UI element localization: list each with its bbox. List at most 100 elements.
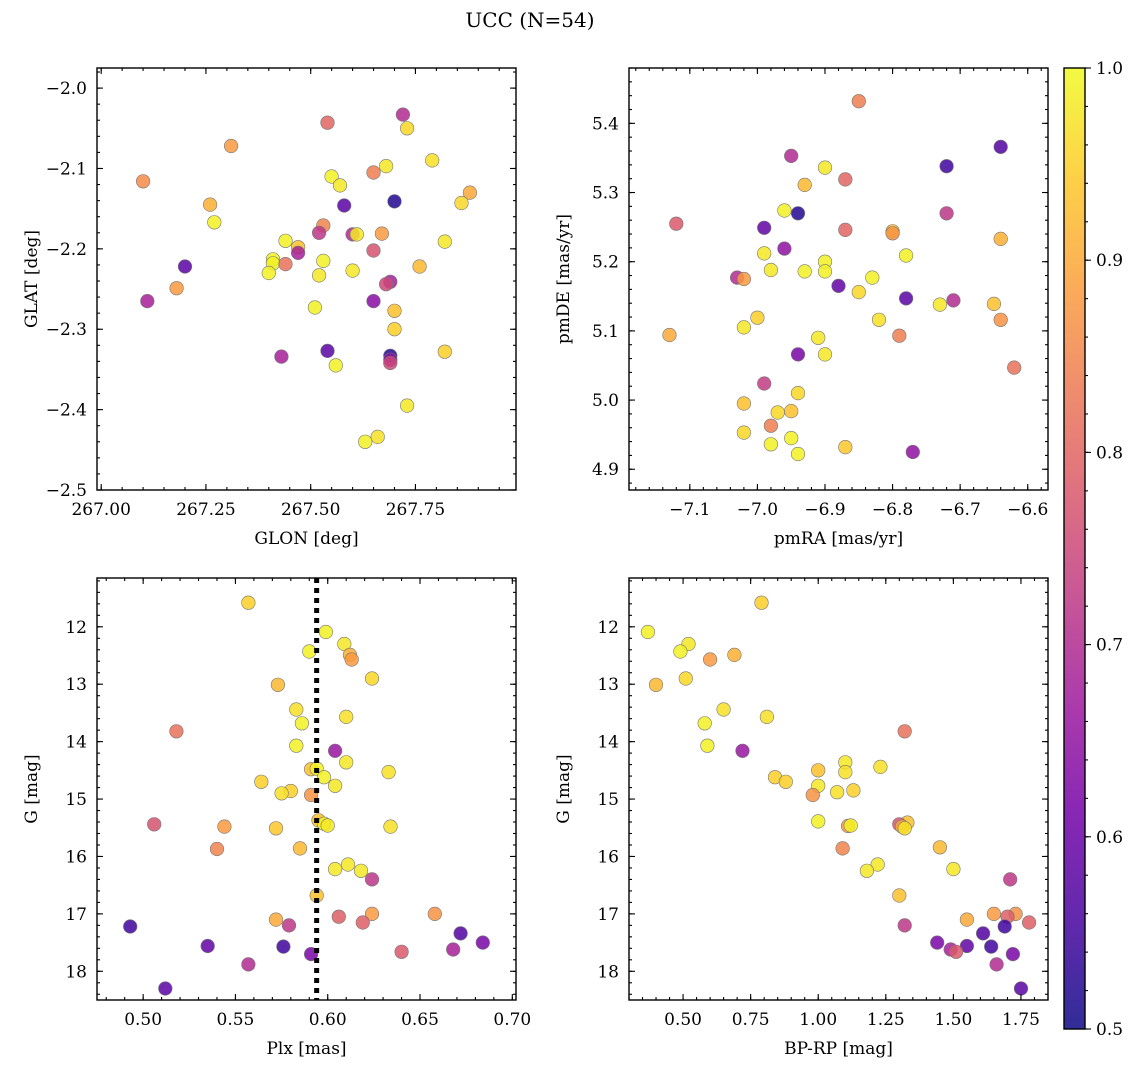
data-point (217, 819, 232, 834)
data-point (344, 652, 359, 667)
colorbar-tick-label: 0.7 (1096, 636, 1123, 656)
data-point (320, 115, 335, 130)
data-point (316, 253, 331, 268)
y-tick-label: −2.0 (46, 79, 87, 99)
x-tick-label: 0.65 (401, 1010, 439, 1030)
data-point (147, 817, 162, 832)
panel-top-left: 267.00 267.25 267.50 267.75 −2.5 −2.4 −2.3 −2.2… (22, 67, 517, 549)
data-point (784, 431, 799, 446)
data-point (136, 174, 151, 189)
colorbar-tick-label: 0.9 (1096, 251, 1123, 271)
data-point (312, 225, 327, 240)
data-point (364, 872, 380, 887)
data-point (268, 912, 284, 927)
colorbar-frame (1063, 67, 1086, 1030)
data-point (939, 206, 954, 221)
data-point (1005, 946, 1021, 962)
data-point (851, 285, 866, 300)
data-point (989, 957, 1004, 972)
data-point (702, 652, 718, 667)
data-point (763, 418, 779, 433)
data-point (778, 774, 793, 789)
data-point (870, 857, 885, 872)
data-point (897, 821, 912, 836)
data-point (763, 437, 779, 452)
data-point (270, 677, 286, 692)
data-point (865, 270, 880, 285)
data-point (757, 220, 772, 235)
data-point (986, 296, 1002, 312)
data-point (871, 312, 887, 327)
data-point (366, 165, 381, 180)
data-point (811, 814, 826, 829)
x-tick-label: 1.00 (799, 1010, 837, 1030)
data-point (281, 918, 297, 933)
data-point (254, 774, 269, 789)
data-point (859, 863, 875, 878)
x-axis-label: GLON [deg] (254, 529, 358, 549)
y-tick-label: 5.1 (592, 322, 619, 342)
data-point (328, 861, 343, 877)
data-point (340, 857, 356, 872)
data-point (274, 786, 289, 801)
x-tick-label: −6.8 (872, 500, 913, 520)
data-point (427, 906, 442, 922)
data-point (831, 278, 846, 294)
data-point (763, 262, 779, 278)
data-point (777, 203, 792, 218)
data-point (366, 294, 381, 309)
x-tick-label: 267.75 (386, 500, 445, 520)
y-tick-label: 15 (65, 790, 87, 810)
data-point (364, 906, 380, 922)
scatter-points (662, 94, 1022, 462)
data-point (648, 677, 664, 692)
data-point (640, 624, 656, 640)
plot-frame (96, 67, 517, 491)
y-tick-label: 5.2 (592, 253, 619, 273)
y-tick-label: 18 (597, 962, 619, 982)
data-point (366, 243, 381, 258)
data-point (302, 644, 317, 659)
data-point (387, 322, 402, 337)
data-point (374, 226, 390, 241)
data-point (274, 349, 289, 364)
data-point (332, 178, 348, 193)
x-tick-label: 267.50 (281, 500, 340, 520)
data-point (946, 293, 961, 308)
data-point (425, 153, 440, 168)
data-point (339, 755, 354, 770)
scatter-points (640, 595, 1037, 996)
y-tick-label: 15 (597, 790, 619, 810)
data-point (993, 139, 1008, 154)
data-point (209, 841, 225, 857)
x-tick-label: 0.60 (309, 1010, 347, 1030)
y-tick-label: 17 (65, 905, 87, 925)
data-point (892, 328, 907, 343)
x-axis-label: Plx [mas] (266, 1039, 346, 1059)
y-tick-label: 12 (597, 618, 619, 638)
data-point (777, 241, 792, 256)
data-point (328, 743, 343, 758)
y-tick-label: 16 (65, 847, 87, 867)
y-tick-label: 18 (65, 962, 87, 982)
data-point (316, 770, 332, 785)
data-point (678, 671, 693, 686)
data-point (320, 343, 335, 359)
plot-frame (96, 577, 517, 1001)
y-tick-label: −2.5 (46, 481, 87, 501)
data-point (395, 107, 411, 122)
data-point (939, 159, 954, 174)
data-point (276, 939, 291, 954)
data-point (379, 159, 394, 174)
data-point (805, 787, 820, 803)
data-point (873, 759, 888, 775)
data-point (400, 121, 415, 136)
data-point (203, 197, 218, 212)
data-point (757, 376, 772, 391)
data-point (387, 194, 402, 209)
data-point (697, 716, 712, 731)
panel-top-right: −7.1 −7.0 −6.9 −6.8 −6.7 −6.6 4.9 5.0 5.1 5.2 5.3 5… (554, 67, 1049, 549)
data-point (986, 906, 1002, 922)
data-point (177, 259, 193, 274)
